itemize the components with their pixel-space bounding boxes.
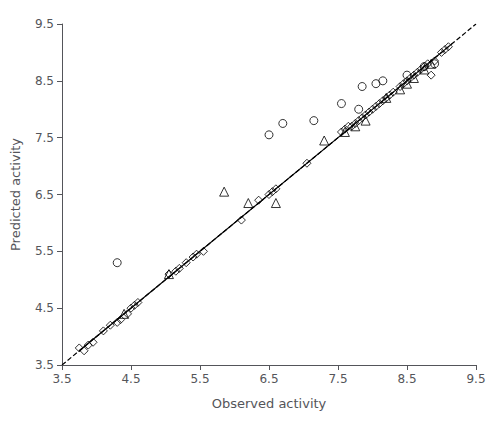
svg-text:8.5: 8.5 (35, 74, 54, 88)
svg-text:Observed activity: Observed activity (212, 396, 327, 411)
svg-text:5.5: 5.5 (35, 244, 54, 258)
svg-text:6.5: 6.5 (35, 188, 54, 202)
svg-text:9.5: 9.5 (35, 17, 54, 31)
svg-text:8.5: 8.5 (397, 372, 416, 386)
svg-text:9.5: 9.5 (466, 372, 485, 386)
svg-text:3.5: 3.5 (35, 358, 54, 372)
svg-text:3.5: 3.5 (52, 372, 71, 386)
svg-text:6.5: 6.5 (259, 372, 278, 386)
svg-text:7.5: 7.5 (35, 131, 54, 145)
svg-text:4.5: 4.5 (121, 372, 140, 386)
svg-text:7.5: 7.5 (328, 372, 347, 386)
svg-text:Predicted activity: Predicted activity (8, 138, 23, 251)
svg-text:5.5: 5.5 (190, 372, 209, 386)
svg-text:4.5: 4.5 (35, 301, 54, 315)
